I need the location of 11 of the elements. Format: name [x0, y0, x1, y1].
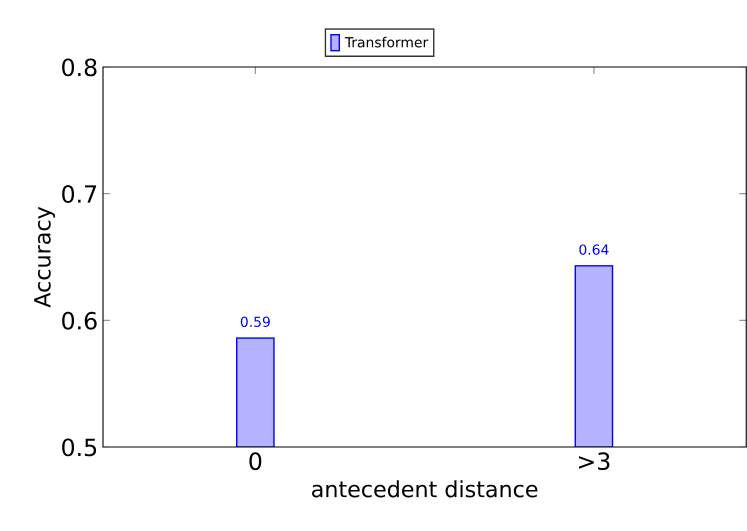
y-tick-label: 0.5 [62, 438, 96, 456]
y-axis-title: Accuracy [34, 206, 56, 308]
y-tick-label: 0.7 [62, 185, 96, 203]
x-axis-title: antecedent distance [312, 480, 538, 498]
y-tick-label: 0.6 [62, 312, 97, 330]
data-label: 0.59 [240, 316, 270, 328]
legend-label: Transformer [344, 36, 428, 48]
data-label: 0.64 [579, 244, 609, 255]
y-tick-label: 0.8 [62, 58, 97, 76]
x-tick-label: 0 [249, 452, 262, 470]
x-tick-label: >3 [579, 452, 610, 470]
